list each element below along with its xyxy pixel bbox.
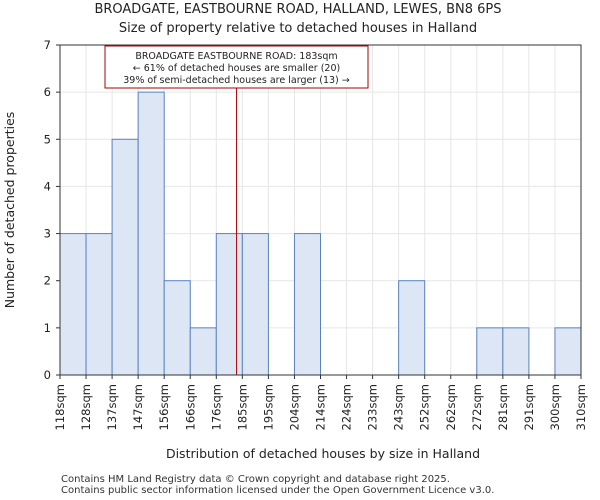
y-axis-label: Number of detached properties bbox=[2, 112, 17, 309]
bar-272sqm bbox=[476, 327, 504, 376]
bar-300sqm bbox=[554, 327, 582, 376]
bar-204sqm bbox=[293, 233, 322, 376]
x-tick-label-11: 224sqm bbox=[340, 384, 354, 430]
bar-185sqm bbox=[241, 233, 269, 376]
x-tick-label-8: 195sqm bbox=[261, 384, 275, 430]
bars bbox=[59, 91, 582, 376]
x-tick-label-3: 147sqm bbox=[131, 384, 145, 430]
chart-subtitle: Size of property relative to detached ho… bbox=[119, 21, 477, 36]
x-tick-label-1: 128sqm bbox=[79, 384, 93, 430]
x-tick-label-5: 166sqm bbox=[183, 384, 197, 430]
y-tick-label-4: 4 bbox=[44, 179, 51, 193]
bar-118sqm bbox=[59, 233, 87, 376]
bar-176sqm bbox=[215, 233, 243, 376]
bar-281sqm bbox=[502, 327, 530, 376]
x-tick-label-20: 310sqm bbox=[574, 384, 588, 430]
annotation-line-1: BROADGATE EASTBOURNE ROAD: 183sqm bbox=[135, 51, 337, 62]
x-tick-label-7: 185sqm bbox=[235, 384, 249, 430]
bar-156sqm bbox=[163, 280, 191, 376]
annotation-line-3: 39% of semi-detached houses are larger (… bbox=[123, 75, 350, 86]
bar-166sqm bbox=[189, 327, 217, 376]
x-tick-label-15: 262sqm bbox=[444, 384, 458, 430]
x-tick-label-18: 291sqm bbox=[522, 384, 536, 430]
y-tick-label-0: 0 bbox=[44, 368, 51, 382]
footer-line-1: Contains HM Land Registry data © Crown c… bbox=[61, 474, 450, 485]
x-tick-labels: 118sqm 128sqm 137sqm 147sqm 156sqm 166sqm 176s… bbox=[53, 375, 588, 430]
bar-147sqm bbox=[137, 91, 165, 376]
x-tick-label-17: 281sqm bbox=[496, 384, 510, 430]
chart-title: BROADGATE, EASTBOURNE ROAD, HALLAND, LEW… bbox=[94, 2, 501, 17]
y-tick-label-3: 3 bbox=[44, 227, 51, 241]
annotation-box: BROADGATE EASTBOURNE ROAD: 183sqm ← 61% … bbox=[104, 45, 369, 89]
x-tick-label-14: 252sqm bbox=[418, 384, 432, 430]
x-tick-label-12: 233sqm bbox=[366, 384, 380, 430]
bar-243sqm bbox=[398, 280, 426, 376]
footer-line-2: Contains public sector information licen… bbox=[61, 485, 495, 496]
x-tick-label-9: 204sqm bbox=[287, 384, 301, 430]
y-tick-labels: 0 1 2 3 4 5 6 7 bbox=[44, 38, 60, 382]
annotation-line-2: ← 61% of detached houses are smaller (20… bbox=[133, 63, 340, 74]
x-tick-label-19: 300sqm bbox=[548, 384, 562, 430]
x-tick-label-6: 176sqm bbox=[209, 384, 223, 430]
bar-137sqm bbox=[111, 138, 139, 376]
x-tick-label-4: 156sqm bbox=[157, 384, 171, 430]
y-tick-label-5: 5 bbox=[44, 132, 51, 146]
x-axis-label: Distribution of detached houses by size … bbox=[166, 446, 480, 461]
y-tick-label-2: 2 bbox=[44, 274, 51, 288]
annotation-frame bbox=[104, 45, 369, 89]
x-tick-label-2: 137sqm bbox=[105, 384, 119, 430]
x-tick-label-0: 118sqm bbox=[53, 384, 67, 430]
x-tick-label-16: 272sqm bbox=[470, 384, 484, 430]
y-tick-label-7: 7 bbox=[44, 38, 51, 52]
y-tick-label-6: 6 bbox=[44, 85, 51, 99]
x-tick-label-10: 214sqm bbox=[314, 384, 328, 430]
bar-128sqm bbox=[85, 233, 113, 376]
x-tick-label-13: 243sqm bbox=[392, 384, 406, 430]
y-tick-label-1: 1 bbox=[44, 321, 51, 335]
